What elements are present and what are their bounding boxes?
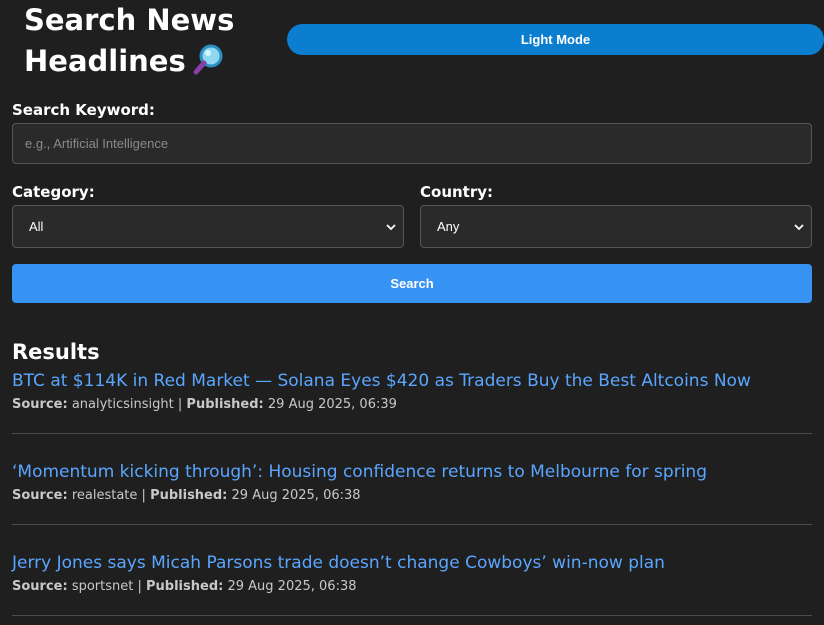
result-title-link[interactable]: ‘Momentum kicking through’: Housing conf… (12, 462, 707, 482)
page-title: Search News Headlines (24, 0, 264, 87)
result-source: realestate (71, 488, 138, 503)
country-label: Country: (420, 183, 494, 201)
result-published: 29 Aug 2025, 06:38 (231, 488, 361, 503)
published-label: Published: (186, 397, 264, 412)
category-label: Category: (12, 183, 95, 201)
result-published: 29 Aug 2025, 06:38 (227, 579, 357, 594)
result-item: Jerry Jones says Micah Parsons trade doe… (12, 552, 812, 616)
result-item: ‘Momentum kicking through’: Housing conf… (12, 461, 812, 525)
keyword-label: Search Keyword: (12, 101, 155, 119)
result-meta: Source: sportsnet | Published: 29 Aug 20… (12, 579, 357, 594)
result-meta: Source: realestate | Published: 29 Aug 2… (12, 488, 361, 503)
chevron-down-icon (386, 223, 396, 230)
search-button[interactable]: Search (12, 264, 812, 303)
result-title-link[interactable]: Jerry Jones says Micah Parsons trade doe… (12, 553, 665, 573)
result-meta: Source: analyticsinsight | Published: 29… (12, 397, 397, 412)
source-label: Source: (12, 579, 68, 594)
header: Search News Headlines Light Mode (12, 0, 824, 92)
result-source: analyticsinsight (71, 397, 174, 412)
result-title-link[interactable]: BTC at $114K in Red Market — Solana Eyes… (12, 371, 751, 391)
magnifying-glass-icon (192, 42, 226, 87)
result-item: BTC at $114K in Red Market — Solana Eyes… (12, 370, 812, 434)
light-mode-toggle[interactable]: Light Mode (287, 24, 824, 55)
result-published: 29 Aug 2025, 06:39 (267, 397, 397, 412)
search-keyword-input[interactable] (12, 123, 812, 164)
country-selected-value: Any (437, 219, 460, 234)
category-select[interactable]: All (12, 205, 404, 248)
chevron-down-icon (794, 223, 804, 230)
result-source: sportsnet (71, 579, 134, 594)
category-selected-value: All (29, 219, 44, 234)
published-label: Published: (146, 579, 224, 594)
published-label: Published: (150, 488, 228, 503)
country-select[interactable]: Any (420, 205, 812, 248)
source-label: Source: (12, 488, 68, 503)
page-title-text: Search News Headlines (24, 3, 235, 78)
results-heading: Results (12, 340, 100, 364)
source-label: Source: (12, 397, 68, 412)
